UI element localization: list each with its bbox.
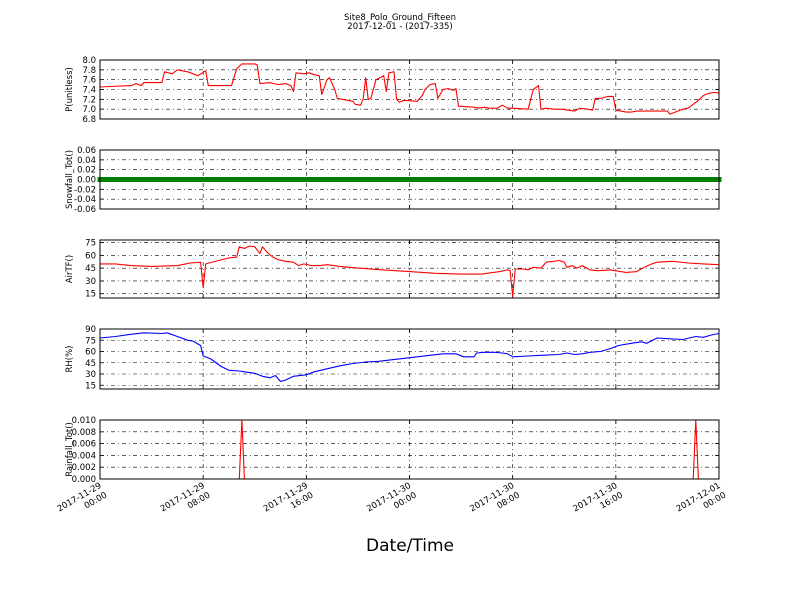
y-tick-label: 15 <box>85 381 96 391</box>
y-tick-label: 45 <box>85 264 96 274</box>
grid-lines <box>100 420 719 479</box>
x-tick-label: 2017-11-3000:00 <box>365 481 418 524</box>
y-tick-label: 0.02 <box>77 166 96 176</box>
grid-lines <box>100 60 719 119</box>
data-series-1 <box>97 177 722 182</box>
y-axis-label: Rainfall_Tot() <box>65 422 75 477</box>
y-tick-label: 0.002 <box>72 463 96 473</box>
y-tick-label: 0.00 <box>77 176 96 186</box>
x-tick-label: 2017-11-2908:00 <box>159 481 212 524</box>
y-tick-label: 8.0 <box>82 56 96 66</box>
chart-panels: 6.87.07.27.47.67.88.0P(unitless)-0.06-0.… <box>65 56 722 485</box>
plot-frame <box>99 239 720 299</box>
chart-panel-2: -0.06-0.04-0.020.000.020.040.06Snowfall_… <box>65 146 722 215</box>
y-tick-label: 0.010 <box>72 416 96 426</box>
data-series-1 <box>99 332 720 383</box>
y-tick-label: 90 <box>85 325 96 335</box>
y-tick-label: 60 <box>85 251 96 261</box>
y-tick-label: 0.000 <box>72 475 96 485</box>
chart-title: Site8_Polo_Ground_Fifteen <box>344 13 456 23</box>
plot-frame <box>99 149 720 210</box>
y-tick-label: 0.004 <box>72 451 96 461</box>
y-tick-label: -0.06 <box>74 205 96 215</box>
plot-frame <box>99 419 720 480</box>
x-tick-label: 2017-11-2900:00 <box>56 481 109 524</box>
plot-frame <box>99 328 720 390</box>
chart-subtitle: 2017-12-01 - (2017-335) <box>347 22 452 32</box>
y-tick-label: -0.02 <box>74 185 96 195</box>
y-tick-label: -0.04 <box>74 195 96 205</box>
chart-panel-1: 6.87.07.27.47.67.88.0 P(unitless) <box>65 56 720 125</box>
y-axis-label: AirTF() <box>65 255 75 283</box>
data-series-1 <box>99 63 720 115</box>
y-tick-label: 75 <box>85 336 96 346</box>
y-tick-label: 7.6 <box>82 76 96 86</box>
y-tick-label: 0.04 <box>77 156 96 166</box>
x-tick-label: 2017-11-2916:00 <box>262 481 315 524</box>
y-tick-label: 30 <box>85 277 96 287</box>
y-tick-label: 75 <box>85 239 96 249</box>
y-tick-label: 0.008 <box>72 428 96 438</box>
y-axis-label: Snowfall_Tot() <box>65 150 75 209</box>
x-axis-label: Date/Time <box>366 536 454 556</box>
y-tick-label: 0.006 <box>72 440 96 450</box>
y-tick-label: 45 <box>85 359 96 369</box>
y-tick-label: 0.06 <box>77 146 96 156</box>
y-tick-label: 60 <box>85 348 96 358</box>
y-axis-label: P(unitless) <box>65 67 75 112</box>
y-tick-label: 7.4 <box>82 86 96 96</box>
x-tick-label: 2017-11-3016:00 <box>572 481 625 524</box>
y-tick-label: 6.8 <box>82 115 96 125</box>
x-tick-label: 2017-11-3008:00 <box>468 481 521 524</box>
y-tick-label: 7.2 <box>82 95 96 105</box>
plot-frame <box>99 59 720 120</box>
data-series-1 <box>100 245 720 297</box>
y-tick-label: 7.8 <box>82 66 96 76</box>
x-axis-tick-labels: 2017-11-2900:00 2017-11-2908:00 2017-11-29… <box>56 481 728 524</box>
y-tick-label: 15 <box>85 290 96 300</box>
chart-panel-3: 15 30 45 60 75 AirTF() <box>65 239 720 300</box>
y-tick-label: 7.0 <box>82 105 96 115</box>
y-axis-label: RH(%) <box>65 345 75 372</box>
x-tick-label: 2017-12-0100:00 <box>675 481 728 524</box>
y-tick-label: 30 <box>85 370 96 380</box>
